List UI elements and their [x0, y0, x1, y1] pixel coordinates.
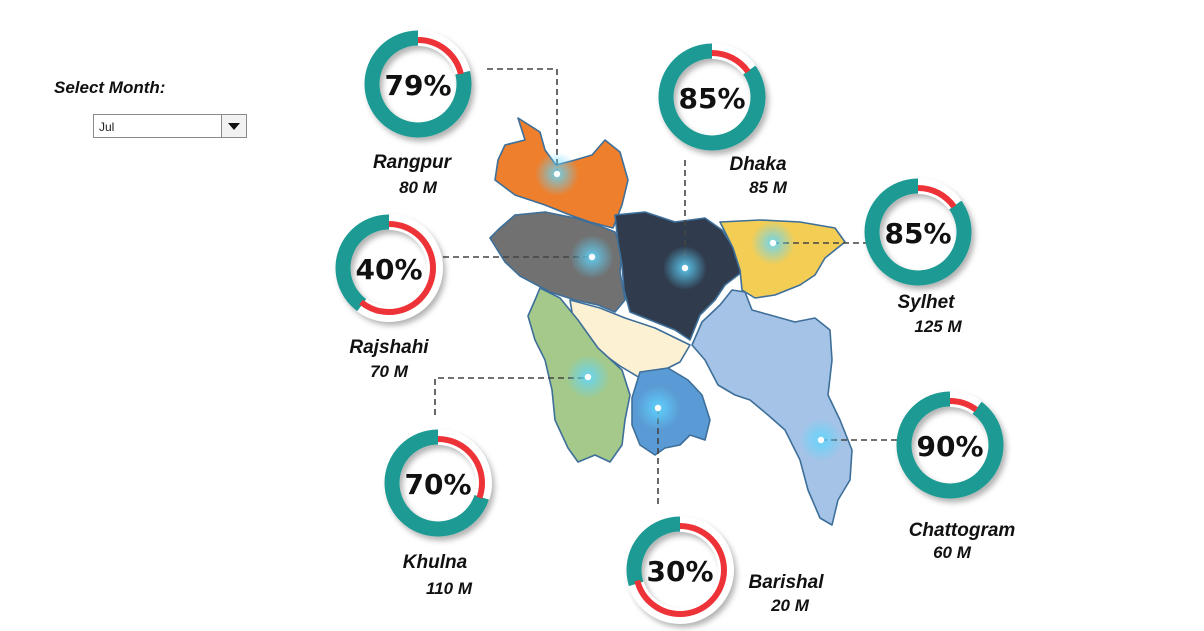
region-chattogram[interactable] [691, 289, 853, 526]
chevron-down-icon[interactable] [221, 115, 246, 137]
connector-lines [434, 68, 897, 505]
ring-progress-rangpur [371, 37, 465, 131]
region-value-barishal: 20 M [770, 596, 810, 615]
percent-label-rangpur: 79% [384, 69, 451, 102]
ring-progress-sylhet [871, 185, 965, 279]
region-value-chattogram: 60 M [933, 543, 972, 562]
region-name-chattogram: Chattogram [909, 520, 1016, 541]
region-name-barishal: Barishal [749, 572, 825, 593]
dot-barishal [654, 404, 662, 412]
region-name-khulna: Khulna [403, 552, 468, 573]
donut-khulna: 70% Khulna 110 M [384, 429, 492, 598]
donut-charts: 79% Rangpur 80 M 85% Dhaka 85 M 85% Sylhet 125 M… [335, 30, 1016, 624]
month-dropdown[interactable]: Jul [93, 114, 247, 138]
region-value-rajshahi: 70 M [370, 362, 409, 381]
percent-label-khulna: 70% [404, 468, 471, 501]
dot-rajshahi [588, 253, 596, 261]
dot-khulna [584, 373, 592, 381]
percent-label-chattogram: 90% [916, 430, 983, 463]
donut-barishal: 30% Barishal 20 M [626, 516, 825, 624]
ring-progress-dhaka [665, 50, 759, 144]
donut-sylhet: 85% Sylhet 125 M [864, 178, 972, 336]
region-value-rangpur: 80 M [399, 178, 438, 197]
percent-label-sylhet: 85% [884, 217, 951, 250]
donut-dhaka: 85% Dhaka 85 M [658, 43, 788, 197]
ring-progress-khulna [391, 436, 485, 530]
region-name-rajshahi: Rajshahi [349, 337, 429, 358]
select-month-label: Select Month: [54, 78, 166, 97]
connector-rangpur [487, 68, 558, 174]
percent-label-barishal: 30% [646, 555, 713, 588]
ring-progress-chattogram [903, 398, 997, 492]
donut-chattogram: 90% Chattogram 60 M [896, 391, 1016, 562]
region-value-sylhet: 125 M [914, 317, 962, 336]
ring-progress-rajshahi [342, 221, 436, 315]
ring-progress-barishal [633, 523, 727, 617]
dot-chattogram [817, 436, 825, 444]
region-value-khulna: 110 M [426, 579, 473, 598]
percent-label-dhaka: 85% [678, 82, 745, 115]
region-name-rangpur: Rangpur [373, 152, 453, 173]
region-name-sylhet: Sylhet [897, 292, 955, 313]
region-dots [535, 152, 843, 462]
percent-label-rajshahi: 40% [355, 253, 422, 286]
dot-rangpur [553, 170, 561, 178]
dot-sylhet [769, 239, 777, 247]
donut-rangpur: 79% Rangpur 80 M [364, 30, 472, 197]
month-dropdown-value: Jul [99, 120, 115, 134]
region-name-dhaka: Dhaka [729, 154, 786, 175]
dot-dhaka [681, 264, 689, 272]
connector-khulna [434, 377, 588, 415]
donut-rajshahi: 40% Rajshahi 70 M [335, 214, 443, 381]
region-value-dhaka: 85 M [749, 178, 788, 197]
